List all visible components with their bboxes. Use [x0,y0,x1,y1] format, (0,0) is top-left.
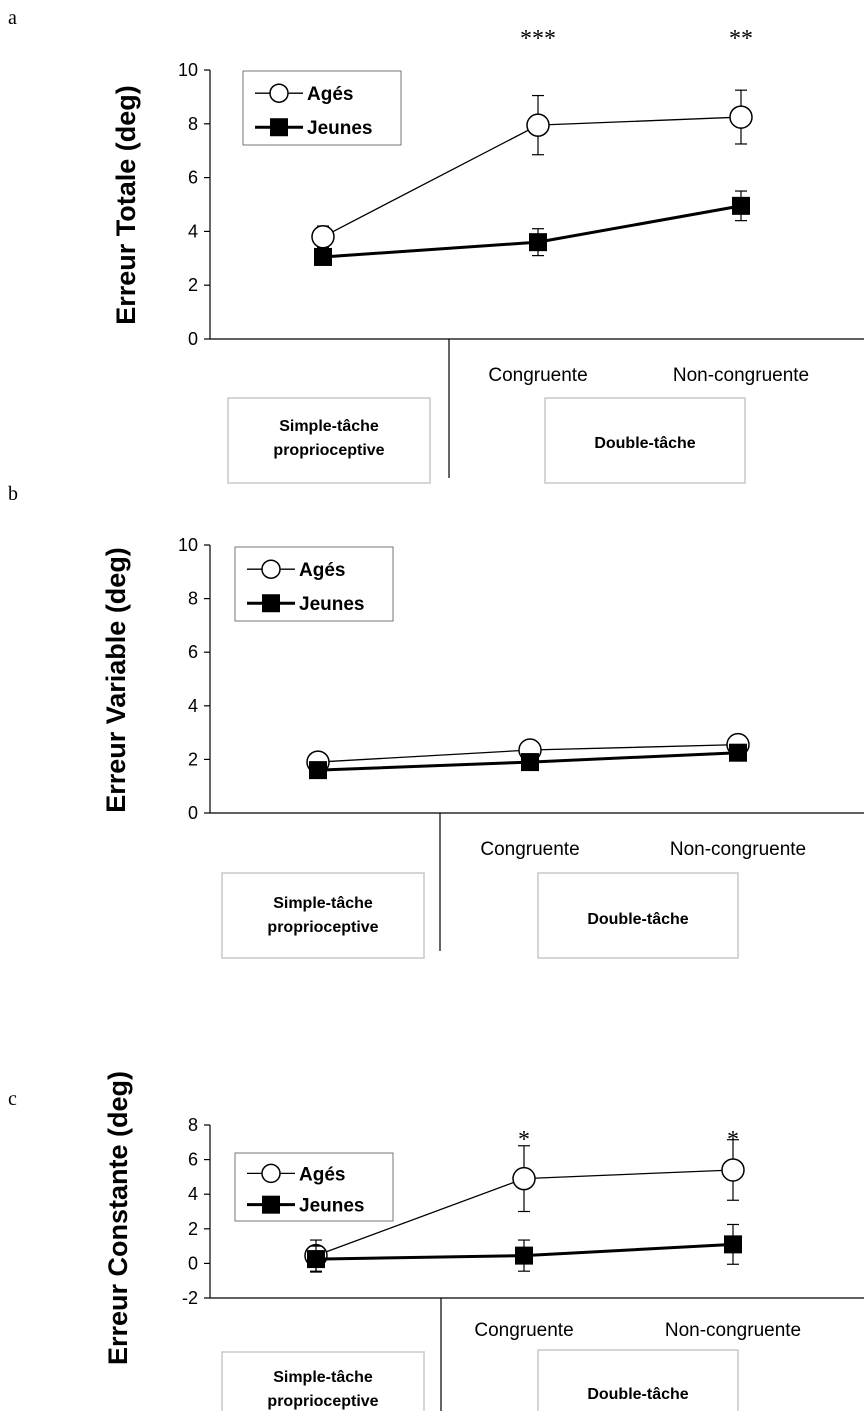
legend: Agés Jeunes [234,1152,394,1222]
category-label: Congruente [480,839,579,860]
data-point [724,1235,742,1254]
data-point [521,753,539,772]
y-axis-label: Erreur Constante (deg) [103,1071,133,1365]
category-label: Congruente [488,365,587,386]
y-tick-label: 2 [188,275,198,295]
series-ages [311,89,753,249]
group-label-simple: Simple-tâche proprioceptive [267,1369,378,1410]
legend-marker [261,559,281,579]
legend-box [242,70,402,146]
data-point [732,196,750,215]
panel-letter: a [8,7,17,29]
group-label-line: Simple-tâche [273,895,373,912]
legend: Agés Jeunes [242,70,402,146]
group-label-line: Simple-tâche [279,418,379,435]
y-tick-label: 4 [188,1184,198,1204]
category-label: Non-congruente [670,839,806,860]
panel-a: a Erreur Totale (deg) 0 2 4 6 8 10 Congruente Non… [8,7,864,484]
category-label: Non-congruente [673,365,809,386]
group-label-simple: Simple-tâche proprioceptive [273,418,384,459]
panel-c: c Erreur Constante (deg) -2 0 2 4 6 8 Congruente… [8,1071,864,1411]
group-label-double: Double-tâche [587,1386,688,1403]
y-tick-label: -2 [182,1288,198,1308]
series-jeunes [314,190,750,266]
legend-box [234,546,394,622]
group-label-line: Simple-tâche [273,1369,373,1386]
y-tick-label: 2 [188,749,198,769]
group-label-double: Double-tâche [587,911,688,928]
data-point [729,105,753,129]
group-label-line: proprioceptive [273,442,384,459]
y-tick-label: 8 [188,589,198,609]
significance-marker: ** [729,26,753,52]
legend-label: Agés [307,84,353,105]
y-tick-label: 0 [188,1253,198,1273]
legend-marker [270,118,288,137]
y-tick-label: 0 [188,329,198,349]
legend-label: Agés [299,1164,345,1185]
y-tick-label: 8 [188,1115,198,1135]
legend-label: Agés [299,560,345,581]
y-tick-label: 0 [188,803,198,823]
data-point [311,225,335,249]
group-box-double [537,1349,739,1411]
group-label-simple: Simple-tâche proprioceptive [267,895,378,936]
data-point [729,743,747,762]
legend-box [234,1152,394,1222]
y-tick-label: 2 [188,1219,198,1239]
legend-marker [262,1195,280,1214]
data-point [307,1250,325,1269]
y-tick-label: 4 [188,696,198,716]
group-box-double [537,872,739,959]
category-label: Congruente [474,1320,573,1341]
data-point [515,1246,533,1265]
data-point [721,1158,745,1182]
y-tick-label: 6 [188,1150,198,1170]
y-tick-label: 4 [188,221,198,241]
group-label-line: proprioceptive [267,1393,378,1410]
y-tick-label: 6 [188,642,198,662]
group-box-simple [221,872,425,959]
legend-marker [269,83,289,103]
y-tick-label: 8 [188,114,198,134]
y-tick-label: 6 [188,168,198,188]
panel-b: b Erreur Variable (deg) 0 2 4 6 8 10 Congruente N… [8,483,864,959]
legend-label: Jeunes [307,118,372,139]
group-box-simple [221,1351,425,1411]
data-point [309,761,327,780]
group-label-double: Double-tâche [594,435,695,452]
significance-marker: * [518,1127,530,1153]
group-box-double [544,397,746,484]
legend-label: Jeunes [299,594,364,615]
y-tick-label: 10 [178,535,198,555]
series-jeunes [309,743,747,780]
legend-label: Jeunes [299,1196,364,1217]
panel-letter: b [8,483,18,505]
y-axis-label: Erreur Totale (deg) [111,85,141,325]
legend-marker [262,594,280,613]
legend-marker [261,1163,281,1184]
y-axis-label: Erreur Variable (deg) [101,547,131,813]
data-point [529,233,547,252]
series-jeunes [307,1223,742,1273]
significance-marker: *** [520,26,556,52]
data-point [526,113,550,137]
group-box-simple [227,397,431,484]
group-label-line: proprioceptive [267,919,378,936]
data-point [512,1166,536,1191]
legend: Agés Jeunes [234,546,394,622]
y-tick-label: 10 [178,60,198,80]
panel-letter: c [8,1088,17,1110]
data-point [314,247,332,266]
category-label: Non-congruente [665,1320,801,1341]
